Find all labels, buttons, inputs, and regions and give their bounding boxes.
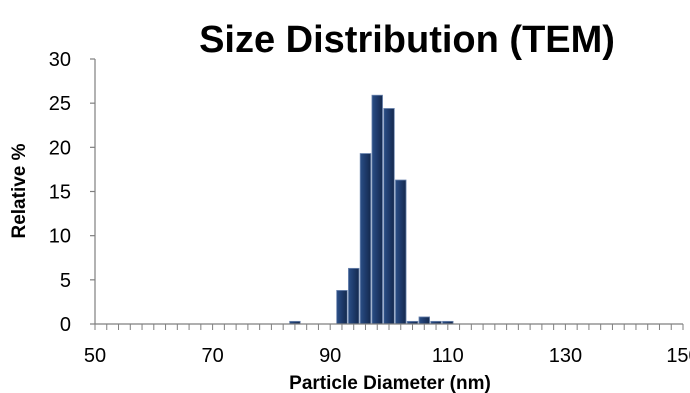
y-tick-label: 25 xyxy=(49,93,71,115)
y-tick-labels: 0 5 10 15 20 25 30 xyxy=(49,49,71,336)
x-tick-label: 50 xyxy=(84,345,106,367)
y-tick-label: 5 xyxy=(60,270,71,292)
bar xyxy=(348,267,360,325)
x-tick-label: 70 xyxy=(201,345,223,367)
y-tick-label: 30 xyxy=(49,49,71,71)
x-axis-label: Particle Diameter (nm) xyxy=(289,373,491,393)
x-tick-label: 90 xyxy=(319,345,341,367)
x-tick-label: 150 xyxy=(666,345,690,367)
x-tick-labels: 50 70 90 110 130 150 xyxy=(84,345,690,367)
bar xyxy=(383,108,395,325)
bar xyxy=(418,316,430,325)
x-tick-label: 130 xyxy=(549,345,582,367)
y-axis-label: Relative % xyxy=(9,143,30,238)
y-tick-label: 20 xyxy=(49,137,71,159)
bar-series xyxy=(289,94,454,325)
bar xyxy=(371,94,383,325)
y-tick-label: 15 xyxy=(49,182,71,204)
bar xyxy=(336,290,348,325)
bar xyxy=(359,153,372,325)
y-tick-label: 10 xyxy=(49,226,71,248)
bar xyxy=(395,179,407,325)
chart-title: Size Distribution (TEM) xyxy=(199,19,615,61)
x-tick-label: 110 xyxy=(432,345,464,367)
axes xyxy=(90,58,684,330)
y-tick-label: 0 xyxy=(60,314,71,336)
